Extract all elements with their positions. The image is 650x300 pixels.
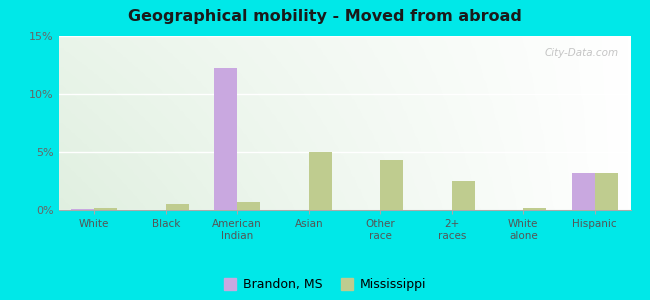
Text: Geographical mobility - Moved from abroad: Geographical mobility - Moved from abroa… [128, 9, 522, 24]
Bar [166, 204, 188, 210]
Bar [452, 181, 474, 210]
Bar [380, 160, 403, 210]
Bar [309, 152, 332, 210]
Bar [214, 68, 237, 210]
Bar [72, 209, 94, 210]
Bar [523, 208, 546, 210]
Text: City-Data.com: City-Data.com [545, 48, 619, 58]
Bar [94, 208, 117, 210]
Bar [237, 202, 260, 210]
Bar [572, 173, 595, 210]
Bar [595, 173, 618, 210]
Legend: Brandon, MS, Mississippi: Brandon, MS, Mississippi [221, 276, 429, 294]
